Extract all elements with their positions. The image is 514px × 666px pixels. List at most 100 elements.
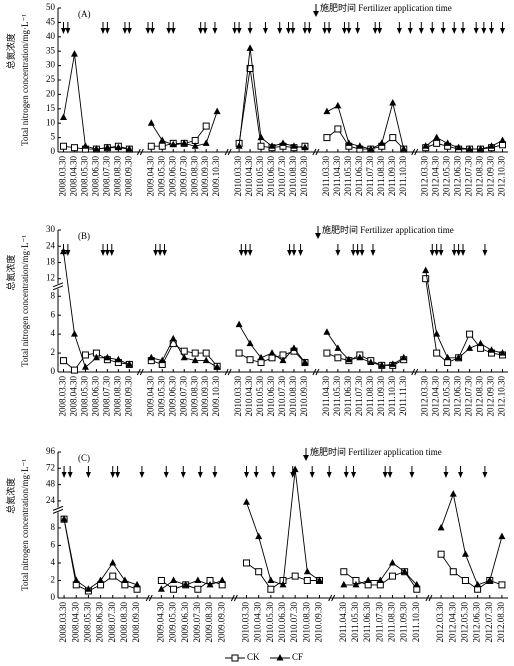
cf-marker: [334, 344, 342, 351]
break-mark: [52, 282, 64, 288]
arrow-head: [180, 472, 186, 478]
fertilizer-arrow: [473, 22, 479, 34]
arrow-head: [270, 472, 276, 478]
break-mark: [52, 285, 64, 291]
cf-marker: [255, 532, 263, 540]
y-tick-label: 6: [51, 309, 56, 319]
cf-marker: [449, 490, 457, 497]
gap-mark: [312, 148, 317, 156]
ck-marker: [255, 568, 263, 576]
cf-marker: [367, 358, 375, 366]
cf-marker: [499, 136, 507, 143]
fertilizer-arrow: [482, 466, 488, 478]
arrow-head: [306, 28, 312, 34]
cf-marker: [246, 339, 254, 347]
y-tick-label: 10: [46, 117, 56, 127]
fertilizer-arrow: [67, 466, 73, 478]
fertilizer-arrow: [270, 466, 276, 478]
x-tick-label: 2012.06.30: [472, 602, 482, 643]
cf-marker: [70, 50, 78, 57]
x-tick-label: 2009.05.30: [168, 602, 178, 643]
arrow-head: [322, 28, 328, 34]
x-tick-label: 2009.08.30: [189, 156, 199, 197]
ck-marker: [466, 330, 474, 338]
ck-marker: [243, 559, 251, 567]
x-tick-label: 2009.04.30: [155, 602, 165, 643]
fertilizer-arrow: [341, 22, 347, 34]
gap-mark: [139, 148, 144, 156]
y-tick-label: 0: [51, 146, 56, 156]
arrow-head: [438, 250, 444, 256]
arrow-head: [109, 250, 115, 256]
fertilizer-arrow: [212, 22, 218, 34]
x-tick-label: 2011.08.30: [387, 602, 397, 643]
cf-marker: [243, 498, 251, 505]
gap-mark: [411, 148, 416, 156]
cf-marker: [235, 320, 243, 328]
fertilizer-arrow: [198, 22, 204, 34]
gap-mark: [414, 368, 419, 376]
ck-marker: [59, 357, 67, 365]
fertilizer-arrow: [434, 244, 440, 256]
cf-marker: [499, 349, 507, 356]
arrow-head: [153, 250, 159, 256]
arrow-head: [377, 28, 383, 34]
arrow-head: [236, 28, 242, 34]
x-tick-label: 2011.10.30: [387, 376, 397, 417]
cf-marker: [376, 576, 384, 583]
x-tick-label: 2009.07.30: [192, 602, 202, 643]
arrow-head: [302, 28, 308, 34]
x-tick-label: 2008.07.30: [101, 376, 111, 417]
arrow-head: [335, 250, 341, 256]
fertilizer-arrow: [370, 244, 376, 256]
cf-marker: [257, 133, 265, 141]
arrow-head: [370, 250, 376, 256]
x-tick-label: 2012.08.30: [475, 376, 485, 417]
fertilizer-arrow: [212, 466, 218, 478]
arrow-head: [170, 28, 176, 34]
x-tick-label: 2011.08.30: [376, 156, 386, 197]
arrow-head: [290, 28, 296, 34]
y-tick-label: 25: [46, 74, 56, 84]
x-tick-label: 2010.05.30: [255, 156, 265, 197]
ck-marker: [70, 144, 78, 152]
cf-marker: [290, 344, 298, 351]
cf-marker: [291, 465, 299, 473]
y-tick-label: 24: [46, 240, 56, 250]
arrow-head: [67, 472, 73, 478]
arrow-head: [451, 28, 457, 34]
y-tick-label: 12: [46, 273, 55, 283]
x-tick-label: 2011.09.30: [399, 602, 409, 643]
cf-marker: [81, 363, 89, 370]
cf-marker: [133, 580, 141, 588]
cf-marker: [268, 142, 276, 149]
arrow-head: [244, 472, 250, 478]
fertilizer-arrow: [335, 244, 341, 256]
ck-marker: [444, 359, 452, 367]
gap-mark: [136, 148, 141, 156]
x-tick-label: 2011.06.30: [354, 156, 364, 197]
cf-marker: [401, 567, 409, 575]
break-mark: [52, 508, 64, 514]
cf-marker: [498, 532, 506, 540]
arrow-head: [243, 250, 249, 256]
y-tick-label: 8: [51, 290, 56, 300]
cf-marker: [488, 142, 496, 149]
arrow-head: [341, 28, 347, 34]
fertilizer-arrow: [180, 466, 186, 478]
arrow-head: [482, 250, 488, 256]
axis-break: [53, 283, 63, 289]
arrow-head: [326, 472, 332, 478]
arrow-head: [429, 250, 435, 256]
ck-marker: [449, 568, 457, 576]
arrow-head: [238, 250, 244, 256]
fertilizer-arrow: [65, 244, 71, 256]
cf-marker: [206, 580, 214, 588]
cf-marker: [477, 339, 485, 347]
ck-marker: [246, 64, 254, 72]
arrow-head: [355, 250, 361, 256]
cf-marker: [413, 580, 421, 588]
gap-mark: [312, 368, 317, 376]
ck-marker: [477, 344, 485, 352]
arrow-head: [290, 472, 296, 478]
